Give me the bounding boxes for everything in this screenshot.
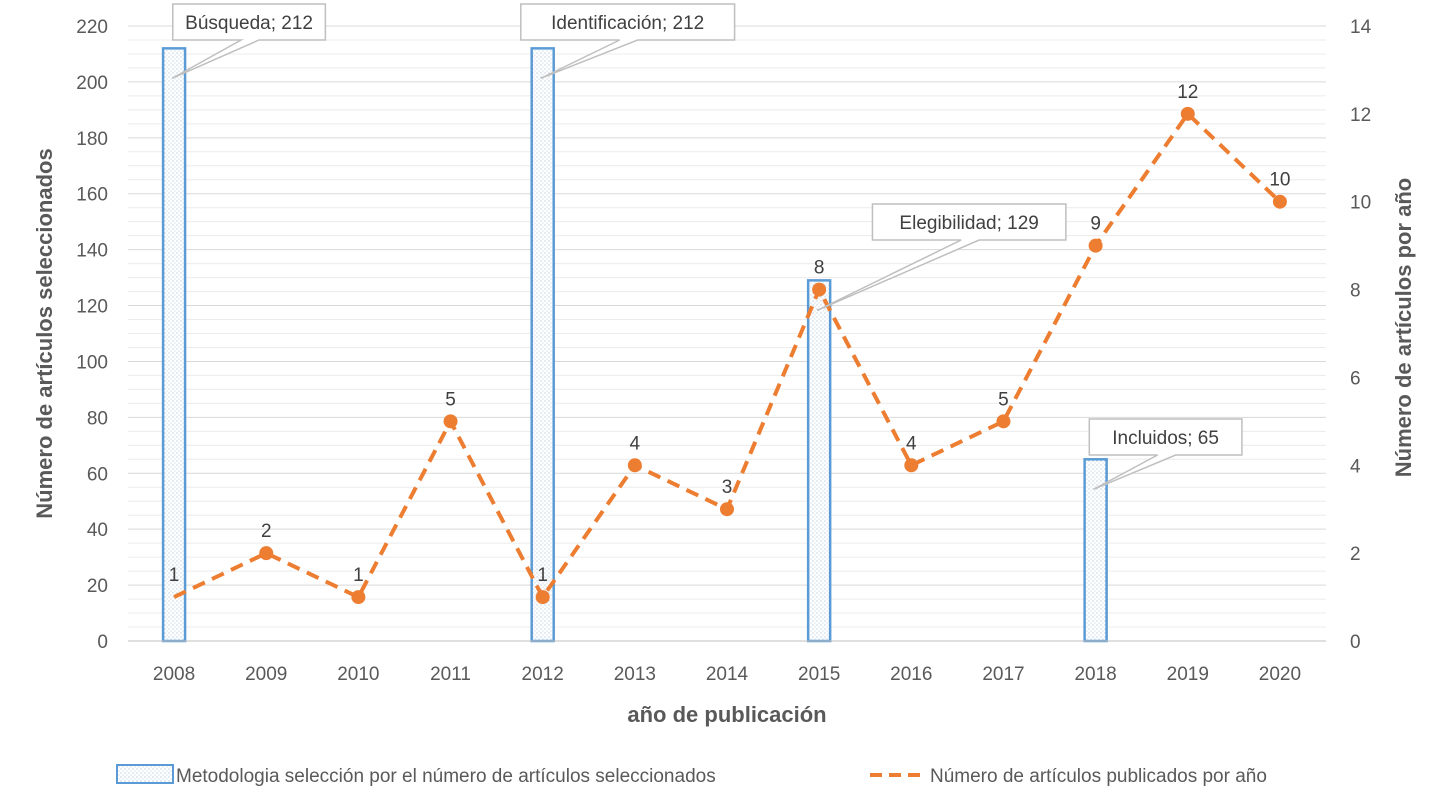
line-point	[1272, 194, 1287, 209]
bar	[1083, 458, 1108, 643]
line-data-label: 10	[1269, 170, 1290, 191]
y2-tick-label: 0	[1350, 632, 1361, 653]
line-point	[1088, 238, 1103, 253]
x-tick-label: 2018	[1074, 664, 1116, 685]
legend: Metodologia selección por el número de a…	[116, 764, 1267, 787]
line-data-label: 1	[353, 565, 364, 586]
y2-tick-label: 14	[1350, 17, 1372, 38]
y-tick-label: 80	[87, 408, 108, 429]
y-tick-label: 160	[76, 185, 108, 206]
x-tick-label: 2010	[337, 664, 379, 685]
callout-label: Identificación; 212	[551, 13, 704, 34]
bar	[806, 279, 832, 643]
y2-tick-label: 12	[1350, 105, 1371, 126]
callout-label: Búsqueda; 212	[185, 13, 313, 34]
y-tick-label: 0	[97, 632, 108, 653]
y-tick-label: 140	[76, 241, 108, 262]
line-data-label: 1	[537, 565, 548, 586]
line-point	[627, 458, 642, 473]
line-data-label: 8	[814, 258, 825, 279]
y-tick-label: 40	[87, 520, 108, 541]
callout-label: Elegibilidad; 129	[899, 213, 1038, 234]
line-data-label: 4	[906, 433, 917, 454]
bar	[530, 47, 555, 643]
x-tick-label: 2009	[245, 664, 287, 685]
y2-tick-label: 2	[1350, 544, 1361, 565]
x-tick-label: 2013	[614, 664, 656, 685]
axes: 0204060801001201401601802002200246810121…	[32, 17, 1416, 727]
line-data-label: 3	[722, 477, 733, 498]
y2-axis-title: Número de artículos por año	[1391, 178, 1416, 478]
x-tick-label: 2015	[798, 664, 840, 685]
series-line	[173, 111, 1282, 600]
x-tick-label: 2020	[1259, 664, 1301, 685]
y2-tick-label: 10	[1350, 193, 1371, 214]
x-tick-label: 2008	[153, 664, 195, 685]
x-tick-label: 2019	[1167, 664, 1209, 685]
line-point	[1180, 106, 1195, 121]
line-point	[996, 414, 1011, 429]
y-axis-title: Número de artículos seleccionados	[32, 148, 57, 518]
legend-swatch-bar	[116, 764, 174, 784]
y-tick-label: 120	[76, 297, 108, 318]
x-tick-label: 2011	[430, 664, 471, 685]
callout-label: Incluidos; 65	[1112, 428, 1219, 449]
line-point	[443, 414, 458, 429]
line-data-label: 4	[630, 433, 641, 454]
line-data-label: 5	[998, 389, 1009, 410]
y-tick-label: 220	[76, 17, 108, 38]
y2-tick-label: 8	[1350, 281, 1361, 302]
x-tick-label: 2014	[706, 664, 749, 685]
gridlines	[128, 25, 1326, 642]
legend-label-line: Número de artículos publicados por año	[930, 766, 1267, 787]
line-data-label: 9	[1090, 214, 1101, 235]
bar	[161, 47, 187, 643]
bar-callouts: Búsqueda; 212 Identificación; 212 Elegibil…	[171, 3, 1243, 490]
line-data-label: 12	[1177, 82, 1198, 103]
line-data-label: 5	[445, 389, 456, 410]
line-point	[904, 458, 919, 473]
y-tick-label: 180	[76, 129, 108, 150]
x-tick-label: 2016	[890, 664, 932, 685]
x-tick-label: 2012	[522, 664, 564, 685]
y-tick-label: 200	[76, 73, 108, 94]
line-data-label: 1	[169, 565, 180, 586]
y-tick-label: 20	[87, 576, 108, 597]
callout-box	[171, 3, 327, 80]
callout-box	[816, 203, 1067, 312]
y2-tick-label: 4	[1350, 456, 1361, 477]
y-tick-label: 60	[87, 464, 108, 485]
legend-label-bar: Metodologia selección por el número de a…	[176, 766, 716, 787]
y-tick-label: 100	[76, 352, 108, 373]
line-point	[259, 546, 274, 561]
line-data-label: 2	[261, 521, 272, 542]
bar-series	[161, 47, 1108, 643]
y2-tick-label: 6	[1350, 368, 1361, 389]
callout-box	[1088, 418, 1243, 490]
line-point	[351, 590, 366, 605]
line-point	[535, 590, 550, 605]
x-tick-label: 2017	[982, 664, 1024, 685]
line-series	[173, 106, 1287, 605]
x-axis-title: año de publicación	[627, 702, 826, 727]
line-point	[720, 502, 734, 517]
callout-box	[520, 3, 736, 80]
line-point	[812, 282, 827, 297]
